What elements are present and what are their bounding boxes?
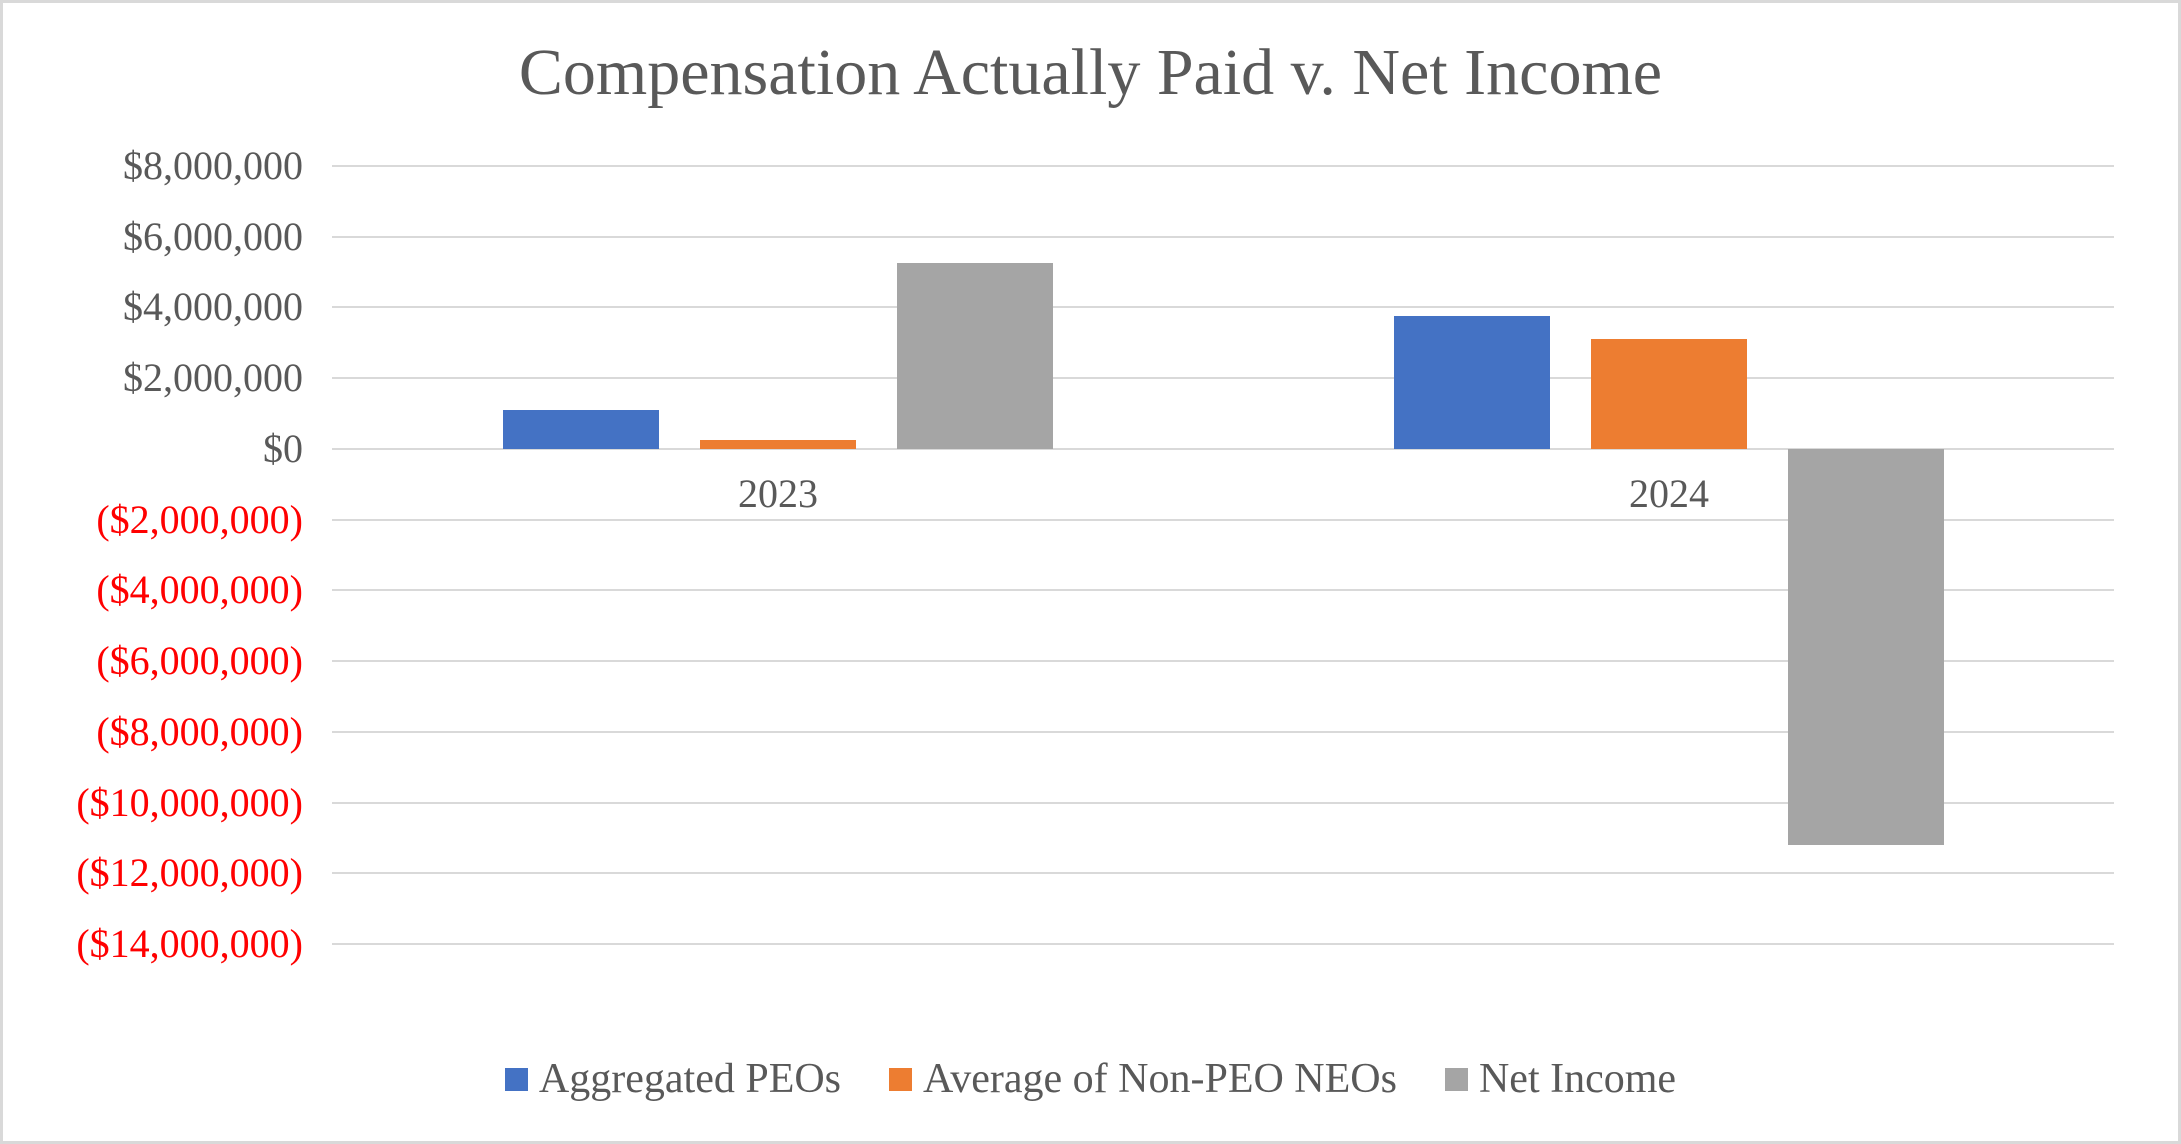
legend-swatch-icon <box>889 1067 913 1091</box>
y-axis-tick-label: $2,000,000 <box>123 355 303 400</box>
y-axis-tick-label: $0 <box>263 426 303 471</box>
legend-swatch-icon <box>1444 1067 1468 1091</box>
y-gridline <box>332 872 2114 874</box>
y-gridline <box>332 165 2114 167</box>
legend-item-net-income: Net Income <box>1444 1055 1677 1103</box>
y-gridline <box>332 519 2114 521</box>
y-gridline <box>332 448 2114 450</box>
legend-label: Aggregated PEOs <box>538 1056 842 1102</box>
y-axis-tick-label: ($2,000,000) <box>96 497 303 542</box>
y-axis-tick-label: ($10,000,000) <box>76 780 303 825</box>
bar-2023-aggregated-peos <box>503 410 659 449</box>
x-axis-category-label: 2024 <box>1629 471 1709 516</box>
y-gridline <box>332 236 2114 238</box>
bar-2024-average-of-non-peo-neos <box>1591 339 1747 449</box>
y-gridline <box>332 306 2114 308</box>
plot-area: $8,000,000 $6,000,000 $4,000,000 $2,000,000… <box>3 3 2178 1141</box>
y-gridline <box>332 802 2114 804</box>
legend-label: Average of Non-PEO NEOs <box>923 1056 1397 1102</box>
y-axis-tick-label: $4,000,000 <box>123 284 303 329</box>
y-axis-tick-label: $6,000,000 <box>123 214 303 259</box>
y-gridline <box>332 731 2114 733</box>
legend-item-average-of-non-peo-neos: Average of Non-PEO NEOs <box>889 1055 1397 1103</box>
bar-2023-net-income <box>897 263 1053 449</box>
legend-swatch-icon <box>504 1067 528 1091</box>
chart-title: Compensation Actually Paid v. Net Income <box>518 36 1663 109</box>
bar-2024-net-income <box>1788 449 1944 845</box>
legend: Aggregated PEOs Average of Non-PEO NEOs Ne… <box>3 1055 2178 1103</box>
legend-item-aggregated-peos: Aggregated PEOs <box>504 1055 842 1103</box>
y-axis-tick-label: ($6,000,000) <box>96 638 303 683</box>
legend-label: Net Income <box>1478 1056 1677 1102</box>
y-axis-tick-label: $8,000,000 <box>123 143 303 188</box>
y-gridline <box>332 589 2114 591</box>
y-gridline <box>332 377 2114 379</box>
y-axis-tick-label: ($4,000,000) <box>96 567 303 612</box>
y-axis-tick-label: ($14,000,000) <box>76 921 303 966</box>
y-axis-tick-label: ($8,000,000) <box>96 709 303 754</box>
x-axis-category-label: 2023 <box>738 471 818 516</box>
y-gridline <box>332 943 2114 945</box>
bar-2023-average-of-non-peo-neos <box>700 440 856 449</box>
y-gridline <box>332 660 2114 662</box>
bar-2024-aggregated-peos <box>1394 316 1550 449</box>
y-axis-tick-label: ($12,000,000) <box>76 850 303 895</box>
